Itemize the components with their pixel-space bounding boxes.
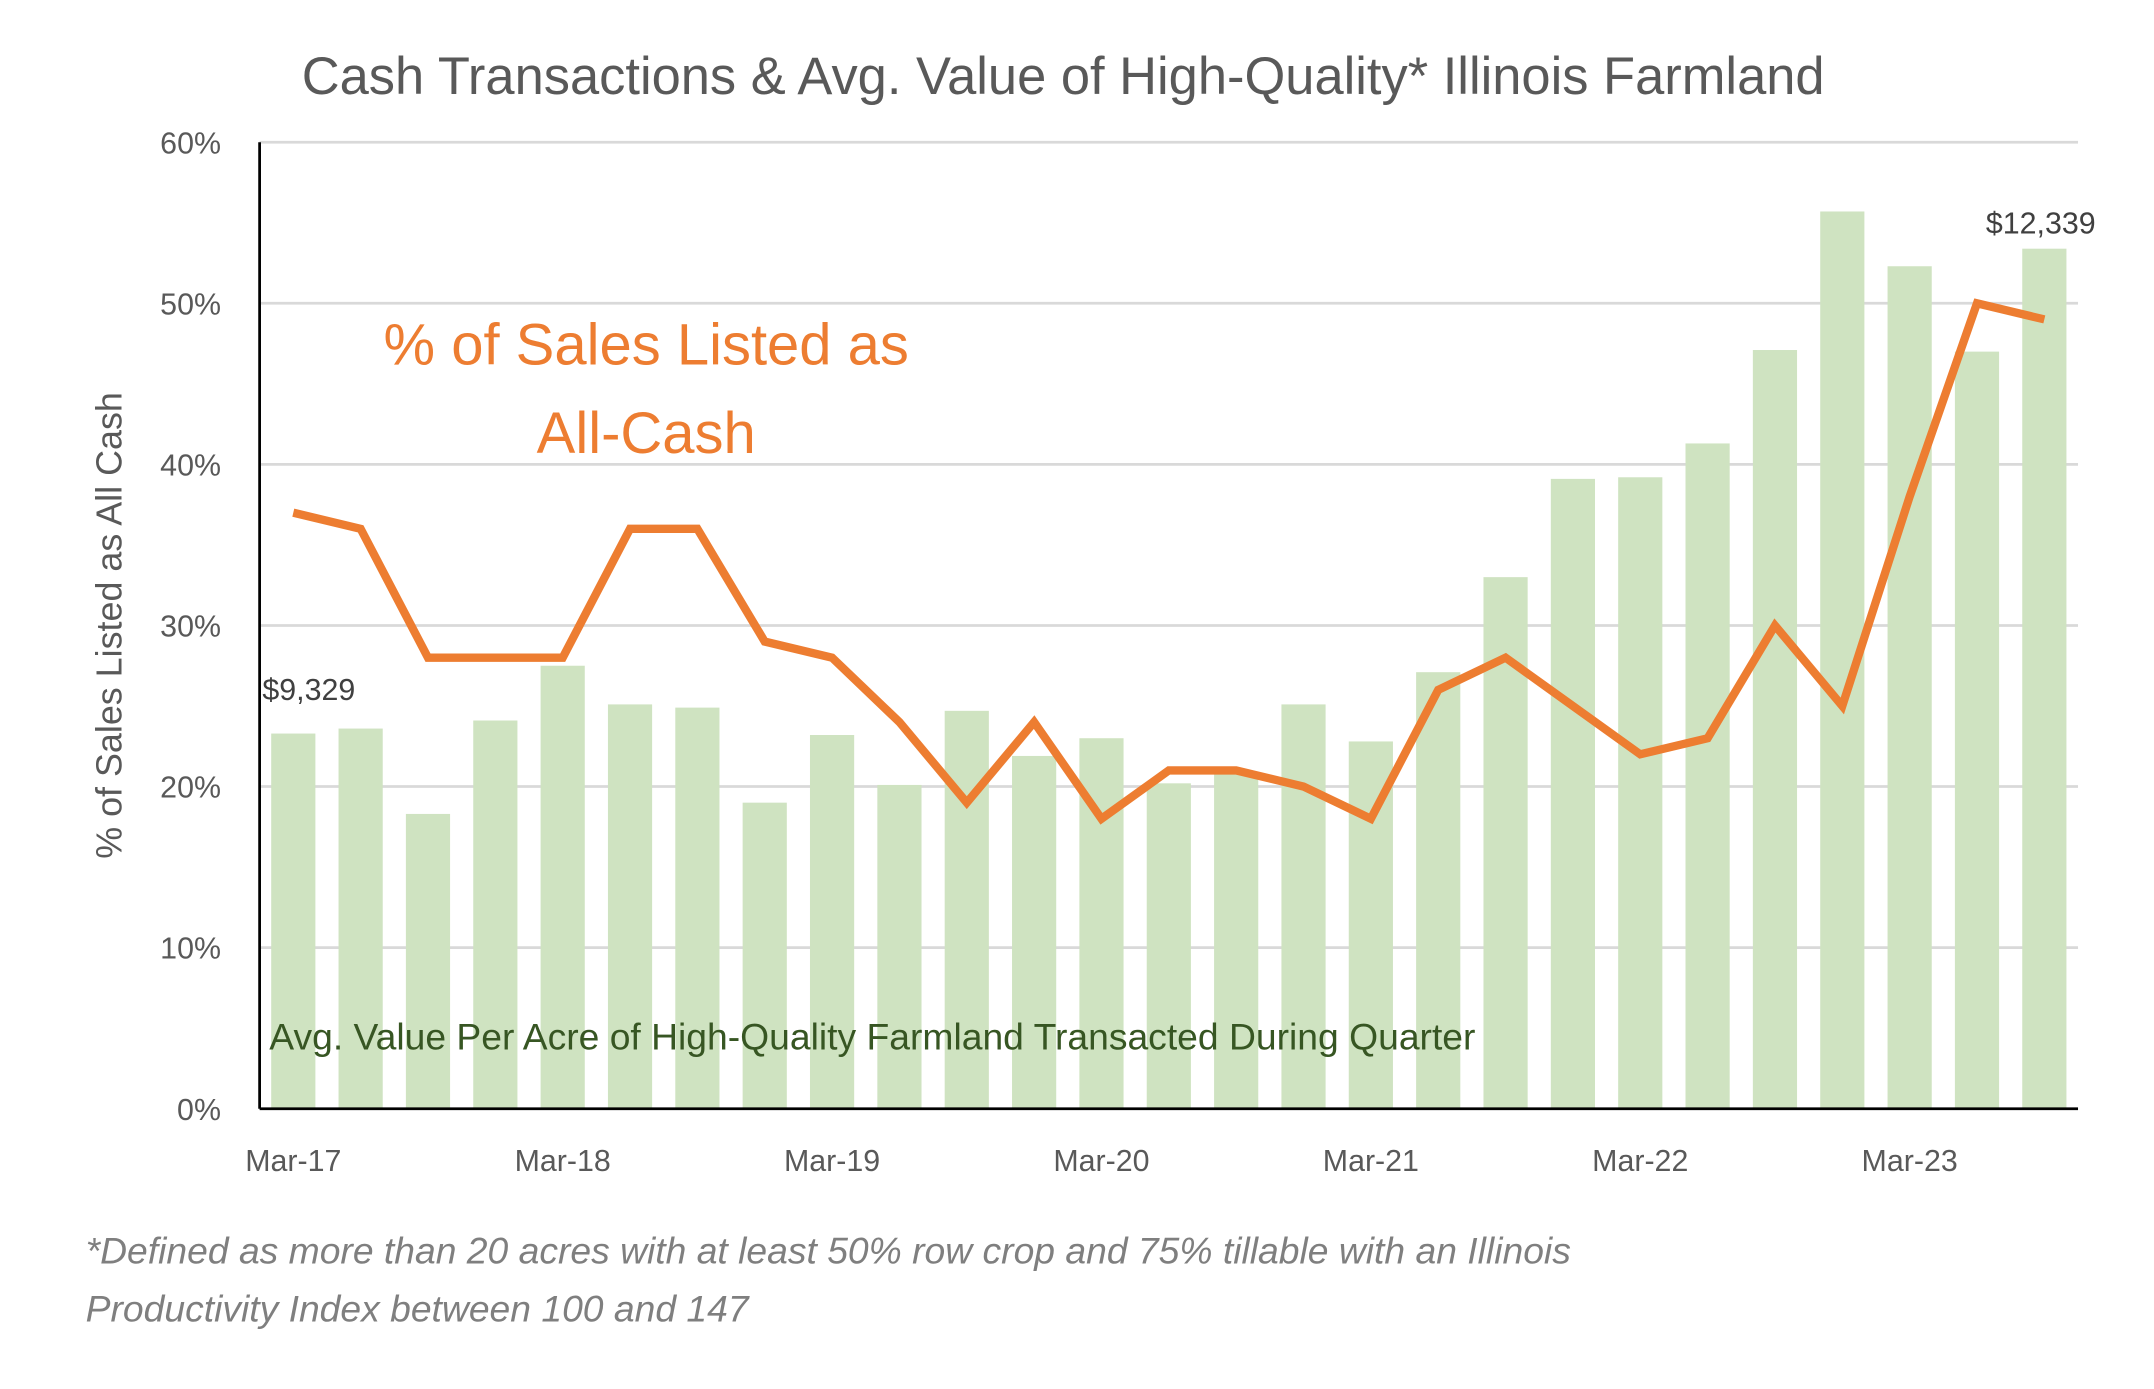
line-series bbox=[292, 298, 2046, 825]
y-tick-label: 60% bbox=[160, 127, 221, 160]
bar bbox=[675, 707, 720, 1109]
bar bbox=[1752, 350, 1798, 1109]
line-annotation-1: % of Sales Listed as bbox=[384, 314, 909, 378]
bar bbox=[1348, 741, 1393, 1109]
data-label-last: $12,339 bbox=[1986, 207, 2096, 240]
y-tick-label: 30% bbox=[160, 611, 221, 644]
bar-annotation: Avg. Value Per Acre of High-Quality Farm… bbox=[269, 1015, 1475, 1057]
y-tick-labels: 0% 10% 20% 30% 40% 50% 60% bbox=[160, 127, 221, 1127]
bar bbox=[1618, 477, 1663, 1109]
y-tick-label: 50% bbox=[160, 288, 221, 321]
bar bbox=[338, 728, 383, 1109]
y-tick-label: 0% bbox=[177, 1094, 221, 1127]
bar bbox=[473, 720, 518, 1109]
bar bbox=[607, 704, 653, 1109]
line-cash-percent bbox=[292, 298, 2046, 825]
line-annotation-2: All-Cash bbox=[537, 402, 756, 466]
x-tick-label: Mar-19 bbox=[784, 1145, 880, 1178]
y-tick-label: 40% bbox=[160, 449, 221, 482]
bar bbox=[944, 710, 989, 1109]
x-tick-label: Mar-20 bbox=[1053, 1145, 1149, 1178]
chart-title: Cash Transactions & Avg. Value of High-Q… bbox=[302, 48, 1825, 106]
y-tick-label: 10% bbox=[160, 933, 221, 966]
footnote-line-2: Productivity Index between 100 and 147 bbox=[86, 1287, 750, 1329]
x-tick-label: Mar-23 bbox=[1862, 1145, 1958, 1178]
bar bbox=[1887, 266, 1932, 1109]
bar bbox=[1281, 704, 1326, 1109]
bar bbox=[742, 802, 787, 1109]
bar bbox=[1550, 478, 1595, 1109]
bar bbox=[1954, 351, 2000, 1109]
footnote-line-1: *Defined as more than 20 acres with at l… bbox=[86, 1229, 1571, 1271]
bar bbox=[1214, 773, 1259, 1109]
bar bbox=[1416, 672, 1461, 1109]
bar bbox=[1012, 755, 1057, 1109]
x-tick-labels: Mar-17 Mar-18 Mar-19 Mar-20 Mar-21 Mar-22 Mar-… bbox=[245, 1145, 1958, 1178]
bar bbox=[1685, 443, 1730, 1109]
bar bbox=[405, 813, 451, 1109]
bar bbox=[877, 784, 922, 1109]
y-tick-label: 20% bbox=[160, 772, 221, 805]
data-label-first: $9,329 bbox=[262, 674, 355, 707]
bar bbox=[540, 665, 585, 1109]
bar bbox=[271, 733, 316, 1109]
bar bbox=[809, 735, 855, 1109]
x-tick-label: Mar-18 bbox=[515, 1145, 611, 1178]
y-axis-label: % of Sales Listed as All Cash bbox=[90, 392, 130, 859]
bar bbox=[1146, 783, 1191, 1109]
x-tick-label: Mar-21 bbox=[1323, 1145, 1419, 1178]
x-tick-label: Mar-22 bbox=[1592, 1145, 1688, 1178]
x-tick-label: Mar-17 bbox=[245, 1145, 341, 1178]
bar bbox=[2022, 248, 2067, 1109]
